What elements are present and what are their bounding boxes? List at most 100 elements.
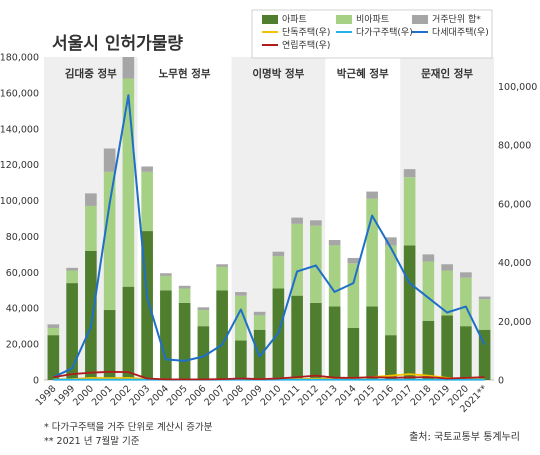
x-tick-label: 2012 — [296, 383, 321, 408]
x-tick-label: 1998 — [34, 383, 59, 408]
bar — [385, 335, 397, 380]
bar — [272, 256, 285, 289]
legend-label: 다가구주택(우) — [356, 27, 413, 38]
y-right-tick-label: 0 — [498, 376, 504, 387]
y-left-tick-label: 120,000 — [0, 160, 39, 171]
y-left-tick-label: 140,000 — [0, 124, 39, 135]
bar — [460, 326, 472, 380]
bar — [422, 254, 435, 262]
bar — [122, 78, 135, 287]
era-label: 노무현 정부 — [159, 67, 211, 80]
bar — [47, 327, 60, 336]
bar — [103, 148, 116, 172]
x-tick-label: 2003 — [127, 383, 152, 408]
legend: 아파트 비아파트 거주단위 합* 단독주택(우) 다가구주택(우) 다세대주택(우) 연립주… — [251, 9, 493, 59]
bar — [122, 57, 135, 79]
bar — [178, 288, 191, 303]
x-tick-label: 2009 — [240, 383, 265, 408]
x-tick-label: 2018 — [409, 383, 434, 408]
x-tick-label: 2017 — [390, 383, 415, 408]
bar — [385, 237, 397, 246]
bar — [197, 310, 210, 327]
series-line — [53, 370, 485, 381]
y-left-tick-label: 20,000 — [6, 340, 39, 351]
bar — [85, 250, 97, 380]
bar — [310, 225, 322, 303]
era-label: 김대중 정부 — [65, 67, 117, 80]
legend-label: 거주단위 합* — [432, 14, 481, 25]
y-right-tick-label: 100,000 — [498, 82, 537, 93]
x-tick-label: 2006 — [184, 383, 209, 408]
legend-label: 연립주택(우) — [282, 40, 330, 51]
bar — [253, 315, 266, 330]
legend-swatch — [262, 15, 278, 24]
bar — [478, 299, 491, 330]
legend-swatch — [412, 15, 428, 24]
x-tick-label: 2002 — [109, 383, 134, 408]
x-tick-label: 2014 — [334, 383, 359, 408]
bar — [216, 266, 228, 291]
bar — [422, 320, 435, 380]
x-tick-label: 2000 — [71, 383, 96, 408]
footnote-2: ** 2021 년 7월말 기준 — [44, 435, 140, 447]
bar — [478, 296, 491, 300]
x-tick-label: 2007 — [202, 383, 227, 408]
source-note: 출처: 국토교통부 통계누리 — [409, 431, 520, 443]
bar — [235, 340, 247, 380]
bar — [216, 290, 228, 380]
bar — [366, 198, 378, 307]
x-tick-label: 2013 — [315, 383, 340, 408]
x-tick-label: 2008 — [221, 383, 246, 408]
bar — [253, 311, 266, 316]
bar — [141, 231, 153, 380]
bar — [141, 166, 153, 172]
bar — [47, 335, 60, 380]
bar — [85, 205, 97, 251]
line-layer — [52, 94, 486, 381]
bar — [66, 270, 78, 284]
x-tick-label: 2011 — [277, 383, 302, 408]
legend-box — [251, 9, 493, 59]
bar — [328, 245, 341, 307]
bar — [403, 177, 416, 246]
bar — [178, 302, 191, 380]
y-left-tick-label: 0 — [33, 376, 39, 387]
bar — [47, 324, 60, 328]
chart-title: 서울시 인허가물량 — [52, 34, 183, 54]
x-tick-label: 2005 — [165, 383, 190, 408]
y-left-tick-label: 100,000 — [0, 196, 39, 207]
x-tick-label: 1999 — [52, 383, 77, 408]
bar — [366, 306, 378, 380]
era-label: 박근혜 정부 — [337, 67, 389, 80]
x-tick-label: 2015 — [352, 383, 377, 408]
bar — [441, 315, 453, 380]
bar — [441, 270, 453, 316]
bar — [310, 302, 322, 380]
bar — [347, 327, 360, 380]
era-label: 문재인 정부 — [421, 67, 473, 80]
bar — [85, 193, 97, 206]
bar — [216, 264, 228, 267]
x-tick-label: 2019 — [427, 383, 452, 408]
bar — [403, 169, 416, 178]
x-tick-label: 2001 — [90, 383, 115, 408]
bar — [347, 263, 360, 328]
bar — [403, 245, 416, 380]
bar — [366, 191, 378, 199]
bar — [460, 277, 472, 327]
bar — [478, 329, 491, 380]
bar — [422, 261, 435, 321]
bar — [141, 171, 153, 232]
bar — [103, 171, 116, 311]
y-right-tick-label: 40,000 — [498, 258, 531, 269]
y-right-tick-label: 60,000 — [498, 199, 531, 210]
bar — [160, 290, 172, 380]
bar — [291, 217, 303, 224]
x-tick-label: 2004 — [146, 383, 171, 408]
bar — [122, 286, 135, 380]
y-right-tick-label: 20,000 — [498, 317, 531, 328]
y-right-tick-label: 80,000 — [498, 141, 531, 152]
legend-label: 다세대주택(우) — [432, 27, 489, 38]
x-tick-label: 2016 — [371, 383, 396, 408]
footnote-1: * 다가구주택을 거주 단위로 계산시 증가분 — [44, 421, 213, 433]
